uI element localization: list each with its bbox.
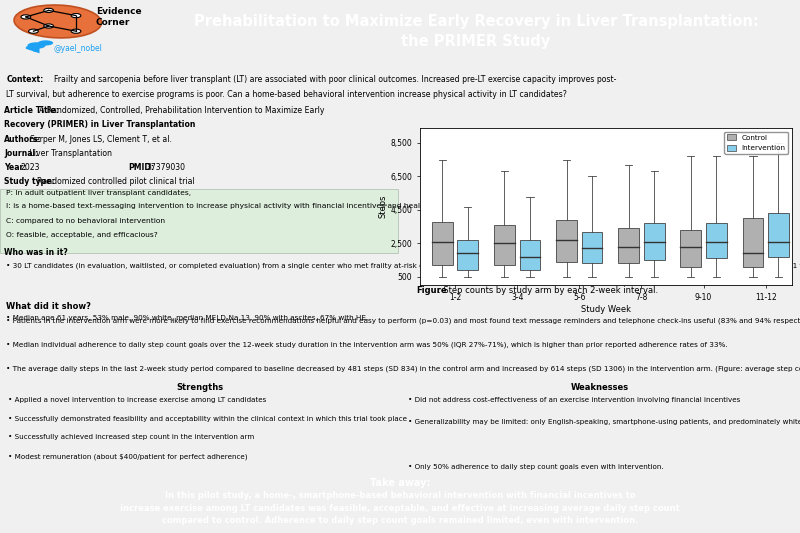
Ellipse shape <box>27 42 46 49</box>
Text: 2023: 2023 <box>20 163 39 172</box>
Circle shape <box>44 9 54 12</box>
Bar <box>432 222 453 265</box>
Text: What did it show?: What did it show? <box>6 303 91 311</box>
Bar <box>768 213 789 257</box>
Text: • Median age 61 years, 53% male, 90% white, median MELD-Na 13, 90% with ascites,: • Median age 61 years, 53% male, 90% whi… <box>6 314 368 321</box>
Text: Context:: Context: <box>6 75 44 84</box>
Bar <box>458 240 478 270</box>
Text: Recovery (PRIMER) in Liver Transplantation: Recovery (PRIMER) in Liver Transplantati… <box>4 120 195 130</box>
Text: Weaknesses: Weaknesses <box>571 383 629 392</box>
Text: : Step counts by study arm by each 2-week interval.: : Step counts by study arm by each 2-wee… <box>438 286 658 295</box>
Text: Study type:: Study type: <box>4 177 54 186</box>
Bar <box>494 225 514 265</box>
Bar <box>644 223 665 260</box>
Text: Authors:: Authors: <box>4 135 42 143</box>
Text: • Did not address cost-effectiveness of an exercise intervention involving finan: • Did not address cost-effectiveness of … <box>408 397 740 403</box>
Circle shape <box>21 15 30 19</box>
Bar <box>742 218 763 266</box>
Text: Randomized controlled pilot clinical trial: Randomized controlled pilot clinical tri… <box>38 177 195 186</box>
Text: Who was in it?: Who was in it? <box>4 248 68 257</box>
Polygon shape <box>26 42 39 53</box>
Text: Frailty and sarcopenia before liver transplant (LT) are associated with poor cli: Frailty and sarcopenia before liver tran… <box>54 75 617 84</box>
Text: In this pilot study, a home-, smartphone-based behavioral intervention with fina: In this pilot study, a home-, smartphone… <box>120 491 680 526</box>
Text: Liver Transplantation: Liver Transplantation <box>27 149 112 158</box>
Ellipse shape <box>14 5 102 38</box>
Text: Year:: Year: <box>4 163 26 172</box>
Circle shape <box>71 29 81 33</box>
Legend: Control, Intervention: Control, Intervention <box>724 132 788 154</box>
Text: • Successfully achieved increased step count in the intervention arm: • Successfully achieved increased step c… <box>8 434 254 440</box>
X-axis label: Study Week: Study Week <box>581 304 631 313</box>
Text: Evidence
Corner: Evidence Corner <box>96 7 142 27</box>
Text: LT survival, but adherence to exercise programs is poor. Can a home-based behavi: LT survival, but adherence to exercise p… <box>6 91 567 99</box>
Text: P: In adult outpatient liver transplant candidates,: P: In adult outpatient liver transplant … <box>6 190 191 196</box>
Text: • Generalizability may be limited: only English-speaking, smartphone-using patie: • Generalizability may be limited: only … <box>408 419 800 425</box>
Text: • Median individual adherence to daily step count goals over the 12-week study d: • Median individual adherence to daily s… <box>6 342 728 348</box>
Y-axis label: Steps: Steps <box>378 195 388 219</box>
Text: I: is a home-based text-messaging intervention to increase physical activity wit: I: is a home-based text-messaging interv… <box>6 204 518 209</box>
Text: @yael_nobel: @yael_nobel <box>53 44 102 53</box>
Text: Strengths: Strengths <box>177 383 223 392</box>
Ellipse shape <box>38 41 53 45</box>
Text: • Patients in the intervention arm were more likely to find exercise recommendat: • Patients in the intervention arm were … <box>6 318 800 324</box>
Bar <box>681 230 701 266</box>
Text: • Only 50% adherence to daily step count goals even with intervention.: • Only 50% adherence to daily step count… <box>408 464 664 470</box>
Text: Take away:: Take away: <box>370 478 430 488</box>
FancyBboxPatch shape <box>0 189 398 253</box>
Text: Figure: Figure <box>416 286 446 295</box>
Bar <box>556 220 577 262</box>
Bar <box>618 228 639 263</box>
Text: • Applied a novel intervention to increase exercise among LT candidates: • Applied a novel intervention to increa… <box>8 397 266 403</box>
Bar <box>706 223 726 259</box>
Circle shape <box>71 13 81 18</box>
Text: • Modest remuneration (about $400/patient for perfect adherence): • Modest remuneration (about $400/patien… <box>8 453 247 459</box>
Text: Article Title:: Article Title: <box>4 106 62 115</box>
Text: PMID:: PMID: <box>128 163 154 172</box>
Text: 🐦: 🐦 <box>32 41 38 51</box>
Bar <box>582 232 602 263</box>
Text: C: compared to no behavioral intervention: C: compared to no behavioral interventio… <box>6 219 165 224</box>
Text: • The average daily steps in the last 2-week study period compared to baseline d: • The average daily steps in the last 2-… <box>6 366 800 372</box>
Text: O: feasible, acceptable, and efficacious?: O: feasible, acceptable, and efficacious… <box>6 232 158 238</box>
Text: Prehabilitation to Maximize Early Recovery in Liver Transplantation:
the PRIMER : Prehabilitation to Maximize Early Recove… <box>194 14 758 49</box>
Text: Journal:: Journal: <box>4 149 41 158</box>
Circle shape <box>29 29 38 33</box>
Text: 37379030: 37379030 <box>146 163 186 172</box>
Circle shape <box>44 24 54 28</box>
Text: A Randomized, Controlled, Prehabilitation Intervention to Maximize Early: A Randomized, Controlled, Prehabilitatio… <box>39 106 325 115</box>
Text: • Successfully demonstrated feasibility and acceptability within the clinical co: • Successfully demonstrated feasibility … <box>8 416 407 422</box>
Text: • 30 LT candidates (in evaluation, waitlisted, or completed evaluation) from a s: • 30 LT candidates (in evaluation, waitl… <box>6 262 800 269</box>
Text: Serper M, Jones LS, Clement T, et al.: Serper M, Jones LS, Clement T, et al. <box>30 135 171 143</box>
Bar <box>519 240 540 270</box>
